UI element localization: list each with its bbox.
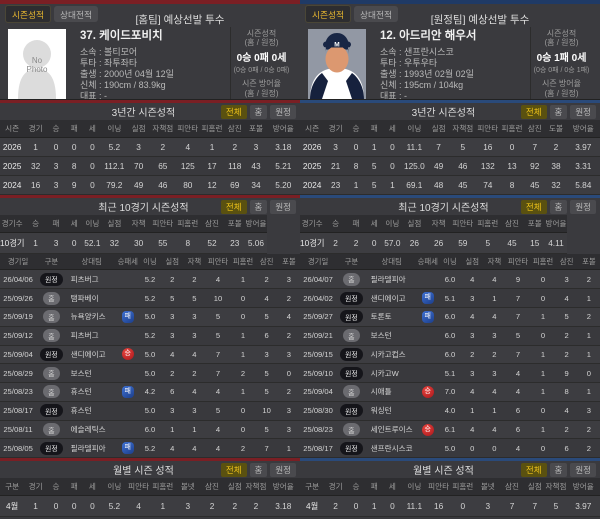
svg-text:Photo: Photo [27,65,48,74]
svg-text:M: M [334,41,339,48]
svg-text:No: No [32,56,43,65]
